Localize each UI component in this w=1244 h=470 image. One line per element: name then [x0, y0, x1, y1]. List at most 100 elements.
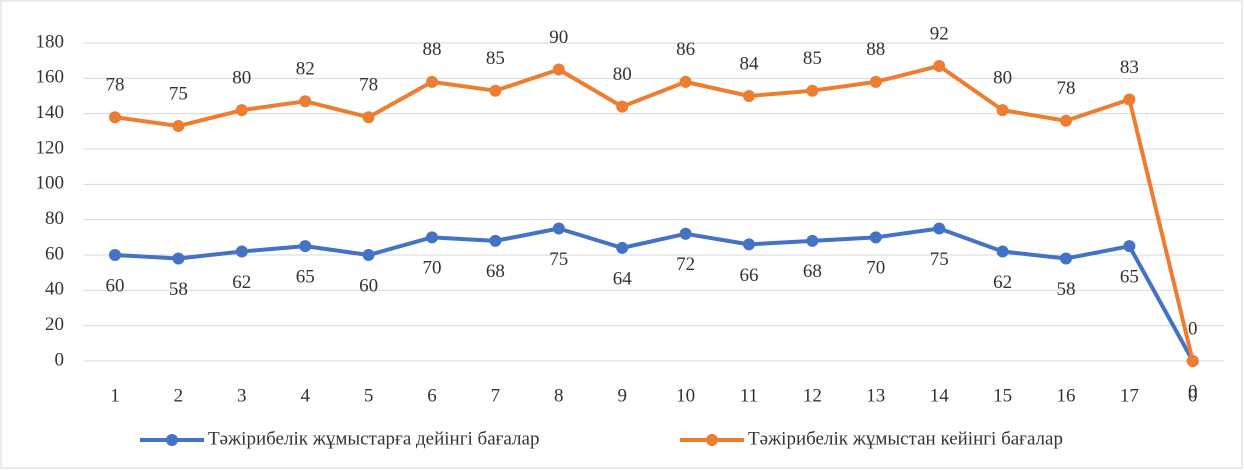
data-label: 75 — [930, 249, 949, 270]
y-tick-label: 80 — [45, 208, 64, 229]
data-label: 88 — [866, 39, 885, 60]
marker — [235, 245, 248, 258]
x-tick-label: 13 — [866, 385, 885, 406]
legend-label: Тәжірибелік жұмыстарға дейінгі бағалар — [208, 428, 539, 449]
y-tick-label: 60 — [45, 243, 64, 264]
data-label: 86 — [676, 39, 695, 60]
marker — [996, 104, 1009, 117]
data-label: 70 — [866, 258, 885, 279]
x-tick-label: 17 — [1120, 385, 1139, 406]
x-tick-label: 5 — [364, 385, 374, 406]
data-label: 68 — [486, 261, 505, 282]
marker — [489, 84, 502, 97]
data-label: 90 — [549, 27, 568, 48]
y-tick-label: 100 — [36, 173, 65, 194]
data-label: 85 — [486, 48, 505, 69]
x-tick-label: 4 — [300, 385, 310, 406]
marker — [426, 231, 438, 244]
marker — [679, 227, 692, 240]
x-tick-label: 2 — [174, 385, 184, 406]
marker — [996, 245, 1009, 258]
legend-label: Тәжірибелік жұмыстан кейінгі бағалар — [748, 428, 1063, 449]
marker — [869, 75, 882, 88]
data-label: 78 — [106, 75, 125, 96]
x-tick-label: 8 — [554, 385, 564, 406]
data-label: 88 — [423, 39, 442, 60]
data-label: 65 — [1120, 267, 1139, 288]
marker — [806, 84, 819, 97]
y-tick-label: 120 — [36, 137, 65, 158]
series-line — [114, 226, 1195, 362]
data-label: 82 — [296, 59, 315, 80]
marker — [1060, 252, 1072, 265]
marker — [172, 252, 185, 265]
marker — [172, 120, 185, 133]
data-label: 80 — [613, 64, 632, 85]
x-tick-label: 12 — [803, 385, 822, 406]
x-tick-label: 10 — [676, 385, 695, 406]
x-tick-label: 15 — [993, 385, 1012, 406]
data-label: 62 — [232, 272, 251, 293]
data-label: 80 — [993, 67, 1012, 88]
x-tick-label: 11 — [740, 385, 758, 406]
data-label: 68 — [803, 261, 822, 282]
marker — [299, 240, 312, 253]
marker — [743, 238, 755, 251]
y-tick-label: 180 — [36, 31, 65, 52]
marker — [1123, 93, 1136, 106]
y-tick-label: 140 — [36, 102, 65, 123]
data-label: 66 — [740, 265, 759, 286]
y-tick-label: 160 — [36, 67, 65, 88]
marker — [299, 95, 312, 108]
marker — [679, 75, 692, 88]
data-label: 0 — [1188, 381, 1198, 402]
data-label: 75 — [169, 83, 188, 104]
marker — [362, 249, 375, 261]
legend-marker — [706, 434, 718, 446]
data-label: 78 — [359, 75, 378, 96]
data-label: 0 — [1188, 318, 1198, 339]
marker — [489, 234, 502, 247]
marker — [426, 75, 438, 88]
data-label: 62 — [993, 272, 1012, 293]
marker — [109, 111, 121, 124]
marker — [1060, 114, 1072, 127]
data-label: 80 — [232, 67, 251, 88]
data-label: 58 — [1057, 279, 1076, 300]
marker — [616, 241, 629, 254]
data-label: 92 — [930, 23, 949, 44]
data-label: 78 — [1057, 78, 1076, 99]
series-line — [114, 63, 1195, 362]
data-label: 85 — [803, 48, 822, 69]
marker — [869, 231, 882, 244]
marker — [109, 249, 121, 261]
marker — [616, 100, 629, 113]
y-tick-label: 0 — [55, 349, 65, 370]
x-tick-label: 9 — [617, 385, 627, 406]
legend-marker — [166, 434, 178, 446]
marker — [806, 234, 819, 247]
marker — [1186, 355, 1199, 367]
marker — [235, 104, 248, 117]
data-label: 75 — [549, 249, 568, 270]
x-tick-label: 6 — [427, 385, 437, 406]
data-label: 84 — [740, 53, 760, 74]
x-tick-label: 1 — [110, 385, 120, 406]
data-label: 60 — [359, 275, 378, 296]
data-label: 58 — [169, 279, 188, 300]
data-label: 70 — [423, 258, 442, 279]
marker — [1123, 240, 1136, 253]
x-tick-label: 3 — [237, 385, 247, 406]
marker — [933, 59, 946, 72]
data-label: 64 — [613, 268, 633, 289]
data-label: 60 — [106, 275, 125, 296]
marker — [362, 111, 375, 124]
marker — [552, 63, 565, 76]
x-tick-label: 0 — [1188, 385, 1198, 406]
data-label: 83 — [1120, 57, 1139, 78]
marker — [933, 222, 946, 235]
data-label: 65 — [296, 267, 315, 288]
x-tick-label: 16 — [1057, 385, 1076, 406]
